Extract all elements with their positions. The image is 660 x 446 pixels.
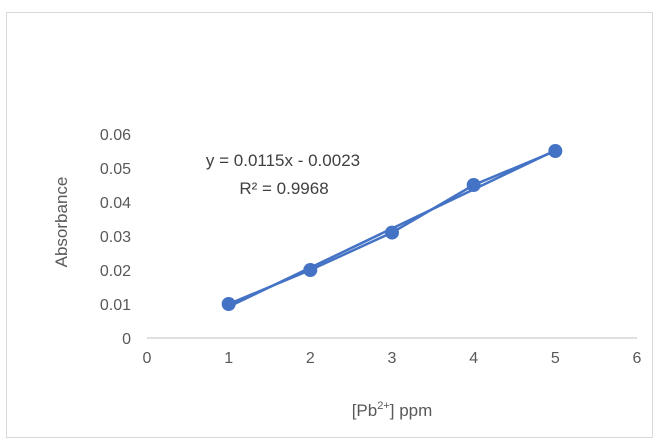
y-tick-label: 0.05 xyxy=(100,161,131,178)
y-tick-label: 0.04 xyxy=(100,195,131,212)
x-tick-label: 3 xyxy=(388,350,397,367)
chart-frame xyxy=(6,12,653,438)
x-tick-label: 0 xyxy=(143,350,152,367)
series xyxy=(221,144,563,311)
y-axis-title: Absorbance xyxy=(52,177,71,268)
y-tick-label: 0.02 xyxy=(100,263,131,280)
x-axis-title-superscript: 2+ xyxy=(377,400,390,412)
trendline-r-squared: R² = 0.9968 xyxy=(239,179,328,198)
x-axis-title-prefix: [Pb xyxy=(352,401,378,420)
x-axis-title: [Pb2+] ppm xyxy=(352,400,433,420)
x-tick-label: 2 xyxy=(306,350,315,367)
labels: 0 1 2 3 4 5 6 0 0.01 0.02 0.03 0.04 0.05 0.06 xyxy=(100,127,642,367)
y-tick-label: 0.01 xyxy=(100,297,131,314)
x-tick-label: 1 xyxy=(224,350,233,367)
x-tick-label: 5 xyxy=(551,350,560,367)
data-point xyxy=(548,144,563,158)
trendline-equation: y = 0.0115x - 0.0023 xyxy=(206,151,360,170)
y-tick-label: 0.06 xyxy=(100,127,131,144)
data-point xyxy=(303,263,318,277)
x-axis-title-suffix: ] ppm xyxy=(390,401,433,420)
data-point xyxy=(221,297,236,311)
x-tick-label: 6 xyxy=(633,350,642,367)
y-tick-label: 0 xyxy=(122,331,131,348)
data-point xyxy=(466,178,481,192)
y-tick-label: 0.03 xyxy=(100,229,131,246)
data-point xyxy=(385,225,399,240)
x-tick-label: 4 xyxy=(469,350,478,367)
